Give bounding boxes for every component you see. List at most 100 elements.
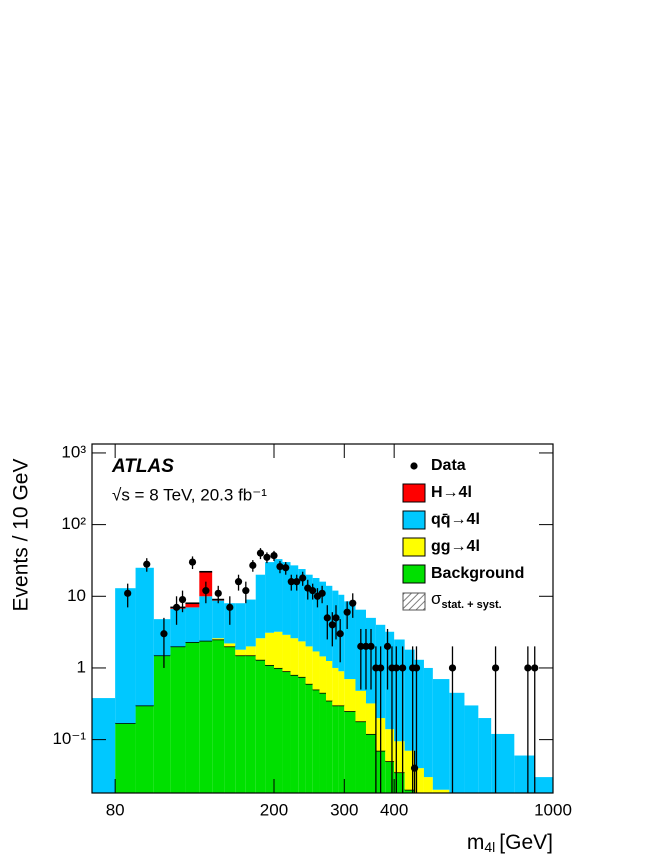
data-point	[323, 614, 331, 622]
x-label-main: m	[467, 831, 485, 854]
histogram-segment	[255, 638, 266, 660]
histogram-segment	[273, 631, 283, 668]
data-point	[282, 564, 290, 572]
histogram-segment	[312, 689, 320, 793]
histogram-segment	[332, 667, 339, 706]
data-point	[318, 589, 326, 597]
histogram-segment	[404, 789, 415, 793]
histogram-segment	[332, 705, 339, 793]
histogram-segment	[245, 599, 256, 647]
histogram-segment	[212, 600, 225, 639]
histogram-segment	[338, 671, 345, 706]
histogram-segment	[282, 562, 291, 635]
histogram-segment	[265, 632, 274, 665]
data-point	[226, 603, 234, 611]
data-point	[172, 603, 181, 611]
legend-swatch	[402, 483, 426, 503]
histogram-segment	[344, 711, 356, 793]
plot-area	[92, 548, 553, 793]
histogram-segment	[385, 729, 395, 762]
data-point	[336, 630, 344, 638]
histogram-segment	[199, 596, 213, 641]
histogram-segment	[355, 690, 366, 722]
uncertainty-legend: σstat. + syst.	[431, 589, 502, 610]
histogram-segment	[135, 705, 154, 793]
data-point	[299, 574, 307, 582]
histogram-segment	[305, 683, 313, 793]
y-tick-label: 10²	[61, 514, 86, 533]
histogram-segment	[344, 601, 356, 680]
histogram-segment	[326, 661, 333, 701]
histogram-segment	[312, 577, 320, 652]
histogram-segment	[394, 772, 405, 793]
histogram-segment	[273, 559, 283, 632]
data-point	[256, 549, 265, 557]
histogram-segment	[404, 750, 415, 790]
data-point	[377, 664, 385, 672]
data-point	[399, 664, 407, 672]
histogram-segment	[255, 659, 266, 793]
histogram-segment	[394, 639, 405, 742]
histogram-segment	[273, 667, 283, 793]
histogram-segment	[265, 664, 274, 793]
histogram-segment	[185, 607, 200, 643]
data-point	[367, 642, 375, 650]
histogram-segment	[312, 651, 320, 690]
x-label-sub: 4l	[484, 839, 495, 855]
histogram-segment	[326, 700, 333, 793]
histogram-segment	[344, 679, 356, 712]
histogram-segment	[115, 588, 136, 724]
histogram-segment	[449, 692, 465, 793]
data-point	[343, 608, 351, 616]
x-tick-label: 80	[106, 800, 125, 819]
histogram-segment	[394, 741, 405, 773]
histogram-segment	[92, 698, 116, 793]
data-point	[160, 630, 168, 638]
histogram-segment	[245, 655, 256, 793]
histogram-segment	[298, 676, 306, 793]
data-point	[332, 614, 340, 622]
histogram-segment	[290, 674, 299, 793]
data-point	[143, 560, 151, 568]
histogram-segment	[432, 679, 450, 790]
data-point	[349, 599, 357, 607]
histogram-segment	[385, 631, 395, 730]
histogram-segment	[265, 562, 274, 633]
histogram-segment	[414, 659, 424, 769]
data-point	[287, 578, 295, 586]
histogram-segment	[298, 569, 306, 642]
histogram-segment	[414, 768, 424, 793]
histogram-segment	[153, 655, 171, 793]
histogram-segment	[224, 643, 236, 647]
histogram-segment	[478, 718, 492, 793]
y-tick-label: 10	[67, 586, 86, 605]
histogram-segment	[170, 646, 186, 793]
histogram-segment	[185, 603, 200, 608]
data-point	[362, 642, 370, 650]
histogram-segment	[385, 761, 395, 793]
legend-label: H→4l	[431, 484, 472, 501]
histogram-segment	[199, 640, 213, 793]
legend-swatch	[402, 510, 426, 530]
histogram-segment	[534, 777, 553, 793]
legend-marker	[410, 462, 418, 470]
histogram-segment	[235, 649, 246, 656]
histogram-segment	[514, 755, 535, 793]
histogram-segment	[290, 565, 299, 639]
histogram-segment	[464, 705, 479, 793]
legend-label: Background	[431, 565, 524, 582]
data-point	[249, 561, 257, 569]
data-point	[242, 587, 250, 595]
histogram-segment	[282, 671, 291, 793]
legend-label: gg→4l	[431, 538, 480, 555]
data-point	[202, 587, 210, 595]
x-tick-label: 1000	[534, 800, 572, 819]
y-axis-label: Events / 10 GeV	[10, 459, 33, 612]
x-tick-label: 200	[260, 800, 288, 819]
histogram-segment	[338, 705, 345, 793]
data-point	[491, 664, 500, 672]
data-point	[214, 589, 222, 597]
y-tick-label: 1	[77, 657, 86, 676]
histogram-segment	[212, 638, 225, 640]
